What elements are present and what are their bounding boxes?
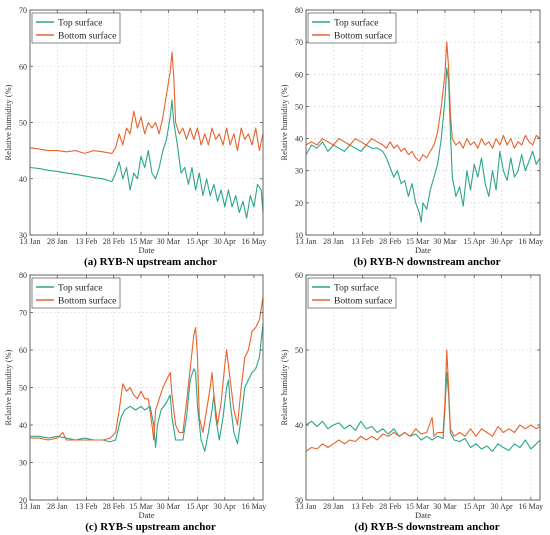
panel-caption: (d) RYB-S downstream anchor — [354, 521, 499, 533]
x-axis-label: Date — [138, 510, 154, 520]
y-tick-label: 50 — [19, 119, 27, 128]
x-tick-label: 28 Jan — [47, 237, 68, 246]
plot-frame — [305, 9, 541, 236]
y-tick-label: 80 — [19, 271, 27, 280]
y-tick-label: 50 — [19, 384, 27, 393]
y-tick-label: 40 — [19, 175, 27, 184]
x-tick-label: 15 Apr — [186, 237, 208, 246]
x-tick-label: 15 Mar — [129, 502, 153, 511]
legend-label: Bottom surface — [58, 31, 116, 42]
chart-panel-2: 20 30 40 50 60 70 80 13 Jan 28 Jan 13 Feb 28 Feb 15… — [3, 271, 266, 533]
y-tick-label: 40 — [295, 135, 303, 144]
x-tick-label: 13 Feb — [75, 237, 97, 246]
x-tick-label: 28 Feb — [379, 237, 401, 246]
x-tick-label: 15 Apr — [186, 502, 208, 511]
x-tick-label: 13 Jan — [20, 502, 41, 511]
y-tick-label: 60 — [295, 70, 303, 79]
y-axis-label: Relative humidity (%) — [3, 349, 13, 425]
plot-frame — [305, 274, 541, 501]
legend-box — [307, 277, 397, 309]
x-tick-label: 28 Feb — [103, 237, 125, 246]
x-tick-label: 30 Apr — [491, 237, 513, 246]
series-line-0 — [305, 371, 541, 452]
chart-panel-1: 10 20 30 40 50 60 70 80 13 Jan 28 Jan 13 Feb 28 Feb… — [279, 6, 543, 268]
legend-box — [307, 12, 397, 44]
y-tick-label: 60 — [19, 346, 27, 355]
x-tick-label: 30 Apr — [214, 237, 236, 246]
x-tick-label: 30 Mar — [157, 237, 181, 246]
x-tick-label: 15 Mar — [406, 237, 430, 246]
series-line-0 — [305, 67, 541, 223]
y-tick-label: 30 — [19, 231, 27, 240]
series-line-0 — [30, 323, 264, 452]
x-tick-label: 30 Apr — [491, 502, 513, 511]
series-line-1 — [305, 349, 541, 452]
x-tick-label: 13 Jan — [20, 237, 41, 246]
y-tick-label: 40 — [19, 421, 27, 430]
x-tick-label: 13 Jan — [296, 237, 317, 246]
legend-label: Top surface — [58, 18, 102, 29]
series-line-1 — [29, 51, 264, 154]
legend-label: Top surface — [334, 18, 378, 29]
x-axis-label: Date — [415, 245, 431, 255]
x-tick-label: 30 Mar — [433, 502, 457, 511]
legend-label: Bottom surface — [58, 296, 116, 307]
y-axis-label: Relative humidity (%) — [279, 349, 289, 425]
x-tick-label: 13 Feb — [352, 502, 374, 511]
panel-caption: (c) RYB-S upstream anchor — [85, 521, 216, 533]
x-axis-label: Date — [138, 245, 154, 255]
x-tick-label: 15 Apr — [463, 237, 485, 246]
x-tick-label: 28 Feb — [379, 502, 401, 511]
y-axis-label: Relative humidity (%) — [3, 84, 13, 160]
y-tick-label: 30 — [295, 167, 303, 176]
legend-label: Bottom surface — [334, 31, 392, 42]
x-tick-label: 16 May — [519, 237, 544, 246]
chart-panel-0: 30 40 50 60 70 13 Jan 28 Jan 13 Feb 28 Feb 15 Mar… — [3, 6, 266, 268]
series-line-0 — [29, 99, 264, 219]
x-tick-label: 15 Apr — [463, 502, 485, 511]
y-tick-label: 30 — [19, 459, 27, 468]
y-tick-label: 50 — [295, 346, 303, 355]
x-tick-label: 28 Jan — [323, 237, 344, 246]
x-tick-label: 15 Mar — [406, 502, 430, 511]
x-tick-label: 13 Jan — [296, 502, 317, 511]
legend-label: Bottom surface — [334, 296, 392, 307]
y-tick-label: 20 — [295, 199, 303, 208]
series-line-1 — [30, 297, 264, 441]
y-tick-label: 40 — [295, 421, 303, 430]
y-tick-label: 70 — [295, 38, 303, 47]
x-tick-label: 13 Feb — [352, 237, 374, 246]
y-tick-label: 70 — [19, 309, 27, 318]
x-tick-label: 30 Mar — [157, 502, 181, 511]
legend-label: Top surface — [334, 283, 378, 294]
x-tick-label: 15 Mar — [129, 237, 153, 246]
legend-box — [31, 12, 121, 44]
y-tick-label: 30 — [295, 496, 303, 505]
x-tick-label: 30 Mar — [433, 237, 457, 246]
x-tick-label: 13 Feb — [75, 502, 97, 511]
y-tick-label: 20 — [19, 496, 27, 505]
y-tick-label: 10 — [295, 231, 303, 240]
panel-caption: (b) RYB-N downstream anchor — [354, 256, 501, 268]
x-tick-label: 28 Jan — [323, 502, 344, 511]
y-tick-label: 70 — [19, 6, 27, 15]
x-tick-label: 16 May — [519, 502, 544, 511]
x-tick-label: 28 Feb — [103, 502, 125, 511]
y-tick-label: 60 — [295, 271, 303, 280]
legend-label: Top surface — [58, 283, 102, 294]
y-axis-label: Relative humidity (%) — [279, 84, 289, 160]
y-tick-label: 80 — [295, 6, 303, 15]
x-tick-label: 30 Apr — [214, 502, 236, 511]
x-axis-label: Date — [415, 510, 431, 520]
x-tick-label: 28 Jan — [47, 502, 68, 511]
series-line-1 — [305, 41, 541, 162]
x-tick-label: 16 May — [242, 237, 267, 246]
y-tick-label: 60 — [19, 62, 27, 71]
legend-box — [31, 277, 121, 309]
x-tick-label: 16 May — [242, 502, 267, 511]
panel-caption: (a) RYB-N upstream anchor — [84, 256, 217, 268]
y-tick-label: 50 — [295, 102, 303, 111]
